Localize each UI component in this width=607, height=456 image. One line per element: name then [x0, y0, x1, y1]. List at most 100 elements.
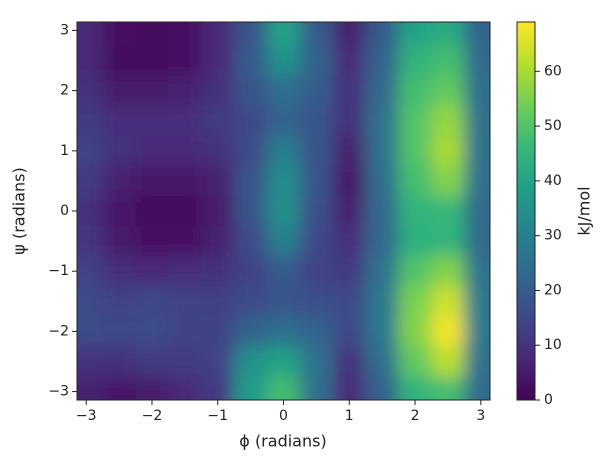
- y-tick-label: 2: [60, 83, 69, 99]
- heatmap-cell: [398, 256, 432, 287]
- heatmap-cell: [431, 75, 465, 107]
- heatmap-cell: [398, 22, 432, 46]
- heatmap-cell: [332, 346, 367, 378]
- heatmap-cell: [102, 376, 137, 400]
- heatmap-cell: [201, 226, 235, 257]
- heatmap-cell: [102, 22, 137, 46]
- heatmap-cell: [365, 376, 400, 400]
- x-tick-label: −3: [76, 408, 97, 424]
- heatmap-cell: [77, 316, 104, 347]
- heatmap-cell: [332, 165, 367, 197]
- heatmap-cell: [267, 286, 301, 317]
- heatmap-cell: [398, 286, 432, 317]
- heatmap-cell: [332, 286, 367, 317]
- heatmap-cell: [299, 316, 334, 347]
- heatmap-cell: [135, 135, 169, 167]
- heatmap-cell: [135, 75, 169, 107]
- heatmap-cell: [464, 226, 490, 257]
- heatmap-cell: [464, 22, 490, 46]
- heatmap-cell: [201, 376, 235, 400]
- heatmap-cell: [234, 195, 268, 227]
- heatmap-cell: [135, 22, 169, 46]
- heatmap-cell: [168, 346, 202, 378]
- heatmap-cell: [201, 105, 235, 137]
- heatmap-cell: [464, 376, 490, 400]
- heatmap-cell: [365, 195, 400, 227]
- colorbar: [516, 21, 536, 401]
- heatmap-cell: [102, 105, 137, 137]
- heatmap-cell: [365, 316, 400, 347]
- colorbar-tick-label: 50: [544, 118, 562, 134]
- heatmap-cell: [299, 226, 334, 257]
- heatmap-cell: [464, 316, 490, 347]
- heatmap-cell: [365, 256, 400, 287]
- heatmap-cell: [234, 286, 268, 317]
- heatmap-cell: [299, 135, 334, 167]
- heatmap-cell: [398, 376, 432, 400]
- heatmap-cell: [464, 195, 490, 227]
- heatmap-cell: [431, 256, 465, 287]
- heatmap-cell: [168, 226, 202, 257]
- heatmap-cell: [77, 195, 104, 227]
- heatmap-cell: [332, 226, 367, 257]
- heatmap-cell: [77, 45, 104, 77]
- heatmap-cell: [201, 256, 235, 287]
- x-tick-label: 1: [345, 408, 354, 424]
- heatmap-cell: [135, 316, 169, 347]
- heatmap-cell: [267, 165, 301, 197]
- heatmap-cell: [431, 165, 465, 197]
- heatmap-cell: [135, 376, 169, 400]
- heatmap-cell: [201, 286, 235, 317]
- x-tick-label: 0: [279, 408, 288, 424]
- heatmap-cell: [332, 316, 367, 347]
- heatmap-cell: [431, 22, 465, 46]
- heatmap-cell: [201, 346, 235, 378]
- heatmap-cell: [398, 316, 432, 347]
- heatmap-cell: [234, 316, 268, 347]
- heatmap-cell: [464, 286, 490, 317]
- heatmap-cell: [267, 45, 301, 77]
- heatmap-cell: [135, 226, 169, 257]
- y-tick-label: 3: [60, 22, 69, 38]
- heatmap-cell: [464, 346, 490, 378]
- heatmap-cell: [168, 105, 202, 137]
- heatmap-cell: [365, 135, 400, 167]
- colorbar-tick-label: 30: [544, 228, 562, 244]
- heatmap-cell: [299, 286, 334, 317]
- heatmap-cell: [102, 135, 137, 167]
- heatmap-cell: [398, 226, 432, 257]
- colorbar-tick-label: 40: [544, 173, 562, 189]
- colorbar-tick-label: 60: [544, 63, 562, 79]
- heatmap-cell: [365, 45, 400, 77]
- heatmap-cell: [299, 165, 334, 197]
- heatmap-cell: [398, 75, 432, 107]
- heatmap-cell: [77, 22, 104, 46]
- heatmap-cell: [398, 195, 432, 227]
- heatmap-cell: [365, 346, 400, 378]
- heatmap-cell: [201, 195, 235, 227]
- heatmap-cell: [234, 256, 268, 287]
- x-tick-label: 3: [476, 408, 485, 424]
- colorbar-tick-label: 10: [544, 337, 562, 353]
- heatmap-cell: [102, 45, 137, 77]
- heatmap-cell: [267, 135, 301, 167]
- heatmap-cell: [464, 45, 490, 77]
- heatmap-cell: [135, 45, 169, 77]
- heatmap-cell: [464, 105, 490, 137]
- heatmap-cell: [201, 135, 235, 167]
- heatmap-cell: [365, 105, 400, 137]
- heatmap-cell: [168, 256, 202, 287]
- heatmap-cell: [234, 135, 268, 167]
- y-tick-label: 0: [60, 203, 69, 219]
- y-tick-label: 1: [60, 143, 69, 159]
- heatmap-cell: [135, 105, 169, 137]
- heatmap-cell: [332, 256, 367, 287]
- heatmap-cell: [234, 22, 268, 46]
- heatmap-cell: [398, 105, 432, 137]
- heatmap-cell: [234, 226, 268, 257]
- heatmap-cell: [135, 256, 169, 287]
- heatmap-cell: [365, 22, 400, 46]
- heatmap-cell: [135, 195, 169, 227]
- heatmap-cell: [234, 346, 268, 378]
